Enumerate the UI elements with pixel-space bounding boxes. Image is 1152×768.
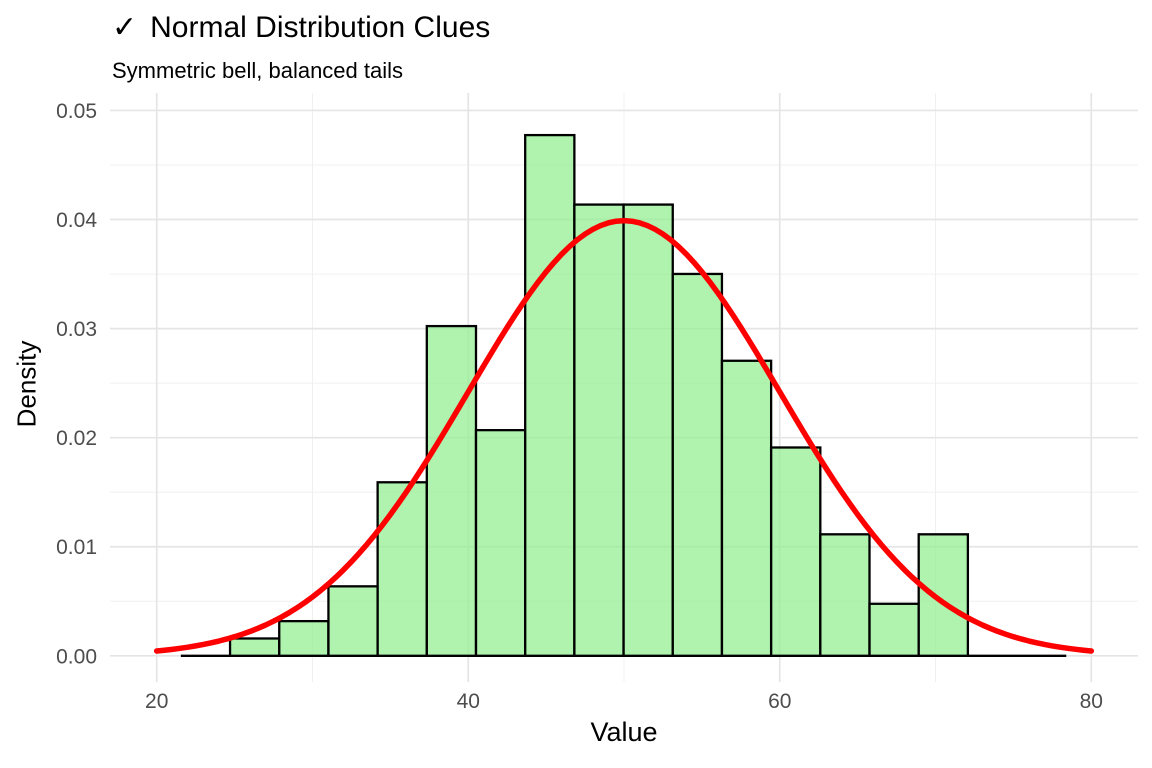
chart-title-text: Normal Distribution Clues	[150, 11, 491, 44]
y-tick-label: 0.05	[56, 100, 97, 123]
histogram-bar	[917, 533, 970, 657]
histogram-bar	[819, 533, 871, 657]
y-tick-label: 0.02	[56, 427, 97, 450]
x-tick-label: 40	[457, 690, 480, 713]
normal-curve	[153, 217, 1095, 654]
histogram-bar	[278, 619, 330, 657]
check-icon: ✓	[112, 11, 138, 44]
x-tick-label: 80	[1080, 690, 1103, 713]
histogram-bar	[376, 481, 428, 657]
x-axis-title: Value	[590, 717, 658, 747]
histogram-bar	[425, 324, 478, 657]
histogram-bar	[868, 602, 920, 657]
histogram-bar	[671, 272, 724, 657]
histogram-bar	[573, 203, 625, 657]
x-tick-label: 60	[768, 690, 791, 713]
histogram-bar	[327, 585, 379, 657]
y-tick-label: 0.03	[56, 318, 97, 341]
histogram-bar	[474, 428, 527, 657]
histogram-bar	[622, 203, 674, 657]
chart-subtitle: Symmetric bell, balanced tails	[112, 58, 404, 83]
y-tick-label: 0.00	[56, 645, 97, 668]
y-tick-label: 0.04	[56, 209, 97, 232]
histogram-bar	[720, 359, 773, 657]
histogram-bar	[228, 637, 281, 657]
histogram-bar	[524, 133, 576, 657]
x-tick-label: 20	[145, 690, 168, 713]
chart-title: ✓ Normal Distribution Clues	[112, 10, 490, 46]
histogram-bar	[769, 446, 822, 657]
y-tick-label: 0.01	[56, 536, 97, 559]
